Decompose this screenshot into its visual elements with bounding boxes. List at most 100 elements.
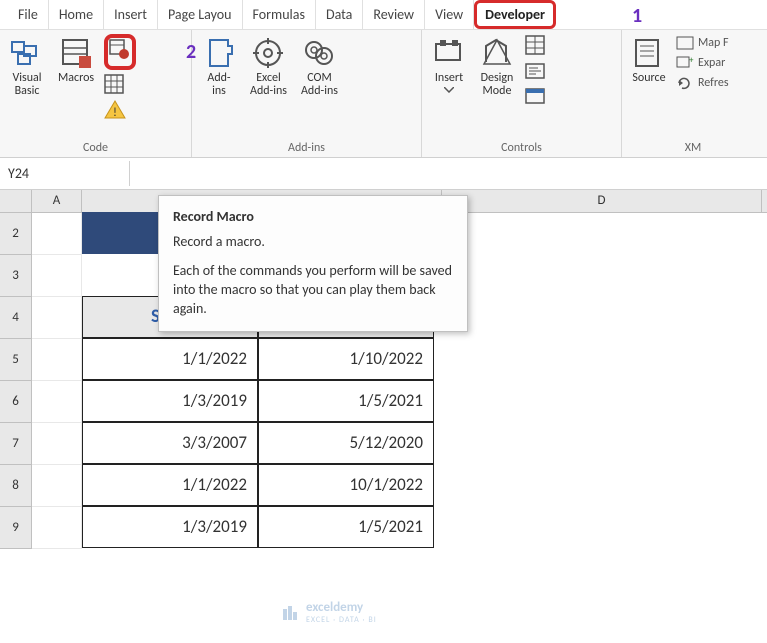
cell[interactable]: 10/1/2022 bbox=[258, 464, 434, 506]
group-xml: Source Map F + Expar Refres XM bbox=[622, 30, 764, 157]
insert-label: Insert bbox=[435, 72, 463, 85]
record-macro-icon bbox=[109, 39, 131, 61]
tab-formulas[interactable]: Formulas bbox=[243, 0, 316, 29]
com-addins-label: COM Add-ins bbox=[301, 72, 338, 98]
cell[interactable] bbox=[32, 297, 82, 339]
watermark-sub: EXCEL · DATA · BI bbox=[306, 615, 377, 625]
cell[interactable]: 1/1/2022 bbox=[82, 464, 258, 506]
expand-icon: + bbox=[676, 56, 694, 70]
excel-addins-label: Excel Add-ins bbox=[250, 72, 287, 98]
excel-addins-button[interactable]: Excel Add-ins bbox=[246, 34, 291, 100]
group-addins-label: Add-ins bbox=[198, 139, 415, 155]
col-header-a[interactable]: A bbox=[32, 190, 82, 212]
insert-button[interactable]: Insert bbox=[428, 34, 470, 95]
tab-review[interactable]: Review bbox=[363, 0, 425, 29]
visual-basic-label: Visual Basic bbox=[12, 72, 41, 98]
cell[interactable]: 1/5/2021 bbox=[258, 380, 434, 422]
source-button[interactable]: Source bbox=[628, 34, 670, 87]
chevron-down-icon bbox=[444, 87, 454, 93]
cell[interactable] bbox=[32, 213, 82, 255]
tooltip-subtitle: Record a macro. bbox=[173, 233, 453, 250]
design-mode-button[interactable]: Design Mode bbox=[476, 34, 518, 100]
select-all-corner[interactable] bbox=[0, 190, 32, 212]
row-header[interactable]: 6 bbox=[0, 381, 32, 423]
cell[interactable] bbox=[32, 339, 82, 381]
svg-text:!: ! bbox=[113, 106, 117, 120]
tab-home[interactable]: Home bbox=[49, 0, 104, 29]
cell[interactable]: 1/3/2019 bbox=[82, 380, 258, 422]
group-addins: Add- ins Excel Add-ins COM Add-ins Add-i… bbox=[192, 30, 422, 157]
design-mode-label: Design Mode bbox=[481, 72, 514, 98]
tooltip-record-macro: Record Macro Record a macro. Each of the… bbox=[158, 195, 468, 332]
source-label: Source bbox=[632, 72, 665, 85]
map-properties-button[interactable]: Map F bbox=[676, 34, 729, 52]
macros-button[interactable]: Macros bbox=[54, 34, 98, 87]
cell[interactable] bbox=[32, 381, 82, 423]
run-dialog-icon[interactable] bbox=[524, 86, 546, 108]
cell[interactable] bbox=[32, 423, 82, 465]
source-icon bbox=[632, 36, 666, 70]
refresh-data-button[interactable]: Refres bbox=[676, 74, 729, 92]
tab-insert[interactable]: Insert bbox=[104, 0, 158, 29]
tab-view[interactable]: View bbox=[425, 0, 474, 29]
record-macro-button[interactable] bbox=[104, 34, 136, 70]
refresh-label: Refres bbox=[698, 76, 729, 90]
row-header[interactable]: 8 bbox=[0, 465, 32, 507]
cell[interactable]: 5/12/2020 bbox=[258, 422, 434, 464]
cell[interactable] bbox=[32, 255, 82, 297]
cell[interactable]: 3/3/2007 bbox=[82, 422, 258, 464]
tab-data[interactable]: Data bbox=[316, 0, 363, 29]
design-mode-icon bbox=[480, 36, 514, 70]
row-header[interactable]: 9 bbox=[0, 507, 32, 549]
watermark-text: exceldemy bbox=[306, 600, 377, 615]
ribbon-tabs: File Home Insert Page Layou Formulas Dat… bbox=[0, 0, 767, 30]
watermark-icon bbox=[280, 603, 300, 623]
com-addins-button[interactable]: COM Add-ins bbox=[297, 34, 342, 100]
tooltip-body: Each of the commands you perform will be… bbox=[173, 262, 453, 319]
svg-text:+: + bbox=[689, 56, 694, 66]
excel-addins-icon bbox=[251, 36, 285, 70]
visual-basic-icon bbox=[10, 36, 44, 70]
properties-icon[interactable] bbox=[524, 34, 546, 56]
tooltip-title: Record Macro bbox=[173, 208, 453, 225]
cell[interactable] bbox=[32, 507, 82, 549]
expansion-packs-button[interactable]: + Expar bbox=[676, 54, 729, 72]
tab-page-layout[interactable]: Page Layou bbox=[158, 0, 243, 29]
tab-file[interactable]: File bbox=[8, 0, 49, 29]
cell[interactable] bbox=[32, 465, 82, 507]
cell[interactable]: 1/10/2022 bbox=[258, 338, 434, 380]
tab-developer[interactable]: Developer bbox=[474, 0, 556, 29]
row-header[interactable]: 7 bbox=[0, 423, 32, 465]
annotation-1: 1 bbox=[632, 4, 642, 28]
group-code-label: Code bbox=[6, 139, 185, 155]
expand-label: Expar bbox=[698, 56, 725, 70]
visual-basic-button[interactable]: Visual Basic bbox=[6, 34, 48, 100]
row-header[interactable]: 4 bbox=[0, 297, 32, 339]
group-code: Visual Basic Macros ! Code bbox=[0, 30, 192, 157]
group-xml-label: XM bbox=[628, 139, 758, 155]
refresh-icon bbox=[676, 76, 694, 90]
row-header[interactable]: 3 bbox=[0, 255, 32, 297]
addins-label: Add- ins bbox=[207, 72, 230, 98]
ribbon-body: Visual Basic Macros ! Code Add- ins bbox=[0, 30, 767, 158]
row-header[interactable]: 5 bbox=[0, 339, 32, 381]
annotation-2: 2 bbox=[186, 40, 196, 64]
map-icon bbox=[676, 36, 694, 50]
name-box[interactable]: Y24 bbox=[0, 161, 130, 186]
macros-label: Macros bbox=[58, 72, 94, 85]
row-header[interactable]: 2 bbox=[0, 213, 32, 255]
macros-icon bbox=[59, 36, 93, 70]
map-label: Map F bbox=[698, 36, 729, 50]
cell[interactable]: 1/1/2022 bbox=[82, 338, 258, 380]
group-controls: Insert Design Mode Controls bbox=[422, 30, 622, 157]
watermark: exceldemy EXCEL · DATA · BI bbox=[280, 600, 377, 625]
macro-security-icon[interactable]: ! bbox=[104, 100, 126, 122]
cell[interactable]: 1/3/2019 bbox=[82, 506, 258, 548]
addins-button[interactable]: Add- ins bbox=[198, 34, 240, 100]
col-header-d[interactable]: D bbox=[442, 190, 762, 212]
insert-control-icon bbox=[432, 36, 466, 70]
cell[interactable]: 1/5/2021 bbox=[258, 506, 434, 548]
relative-ref-icon[interactable] bbox=[104, 74, 126, 96]
view-code-icon[interactable] bbox=[524, 60, 546, 82]
group-controls-label: Controls bbox=[428, 139, 615, 155]
